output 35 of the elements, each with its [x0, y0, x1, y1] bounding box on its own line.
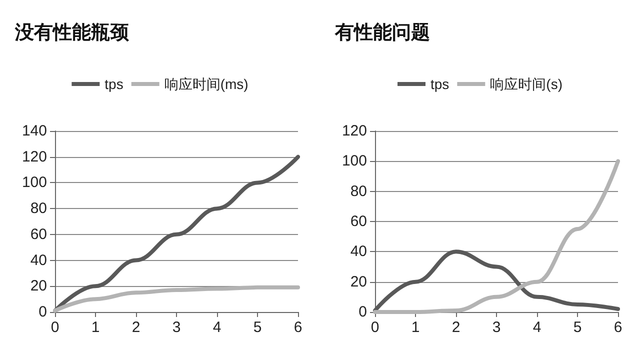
- y-tick-label: 60: [350, 213, 367, 230]
- legend-label: tps: [104, 76, 124, 92]
- y-tick-label: 0: [38, 304, 47, 320]
- y-tick-label: 20: [30, 278, 47, 295]
- x-tick-label: 0: [370, 319, 380, 336]
- y-tick-label: 60: [30, 226, 47, 243]
- y-tick-label: 120: [22, 148, 47, 166]
- y-tick-label: 100: [22, 174, 47, 192]
- x-tick-label: 1: [411, 319, 420, 336]
- y-tick-label: 0: [358, 304, 367, 320]
- x-tick-label: 4: [532, 319, 542, 336]
- legend-label: tps: [430, 76, 450, 92]
- x-tick-label: 6: [294, 319, 302, 336]
- x-tick-label: 2: [452, 319, 460, 336]
- y-tick-label: 80: [350, 182, 367, 200]
- x-tick-label: 6: [614, 319, 622, 336]
- chart-title: 没有性能瓶颈: [14, 22, 130, 44]
- x-tick-label: 5: [573, 319, 582, 336]
- y-tick-label: 40: [350, 243, 367, 260]
- y-tick-label: 100: [342, 152, 367, 170]
- x-tick-label: 2: [132, 319, 140, 336]
- legend-label: 响应时间(ms): [164, 76, 248, 92]
- y-tick-label: 140: [22, 122, 47, 140]
- y-tick-label: 40: [30, 252, 47, 269]
- x-tick-label: 3: [172, 319, 181, 336]
- legend-label: 响应时间(s): [490, 76, 563, 92]
- y-tick-label: 80: [30, 200, 47, 218]
- x-tick-label: 5: [253, 319, 262, 336]
- x-tick-label: 4: [212, 319, 222, 336]
- y-tick-label: 120: [342, 122, 367, 140]
- chart-title: 有性能问题: [334, 22, 430, 44]
- x-tick-label: 3: [492, 319, 501, 336]
- y-tick-label: 20: [350, 273, 367, 290]
- x-tick-label: 0: [50, 319, 60, 336]
- x-tick-label: 1: [91, 319, 100, 336]
